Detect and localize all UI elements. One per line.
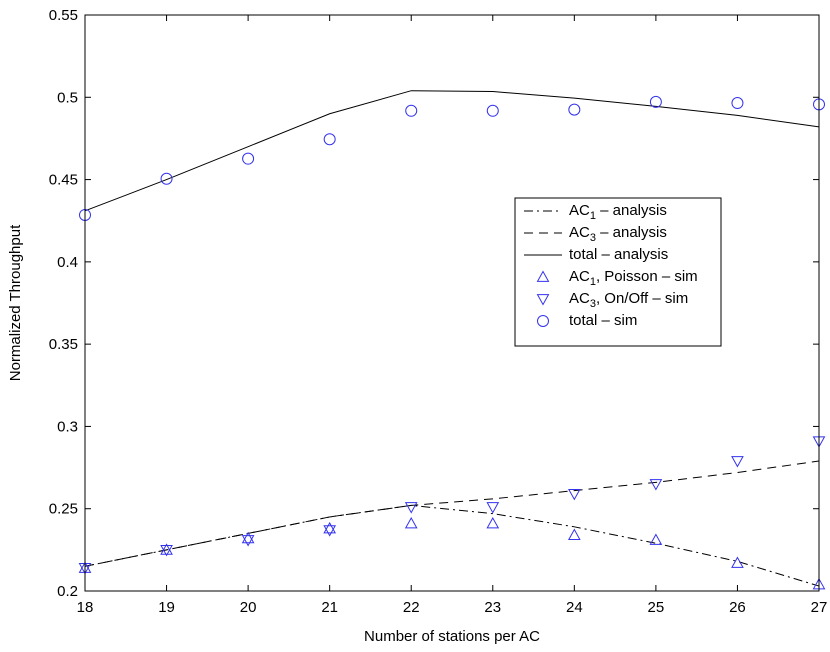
legend-label-main: total – analysis	[569, 246, 668, 263]
series-line	[84, 460, 820, 567]
data-point	[649, 533, 663, 545]
x-tick-label: 23	[484, 599, 501, 616]
data-point	[404, 502, 418, 514]
data-point	[241, 535, 255, 547]
y-tick-label: 0.25	[49, 501, 78, 518]
y-tick-label: 0.3	[57, 418, 78, 435]
x-tick-label: 20	[240, 599, 257, 616]
series-line	[84, 90, 820, 212]
series-2	[84, 90, 820, 212]
legend-label-subscript: 3	[590, 232, 596, 244]
data-point	[731, 556, 744, 568]
legend-label: AC1 – analysis	[569, 202, 667, 222]
x-axis-label: Number of stations per AC	[364, 628, 540, 645]
legend-label-rest: , Poisson – sim	[596, 268, 698, 285]
data-point	[241, 531, 255, 544]
y-tick-label: 0.5	[57, 89, 78, 106]
legend-marker-swatch	[537, 315, 549, 327]
legend-label: total – analysis	[569, 246, 668, 263]
x-tick-label: 19	[158, 599, 175, 616]
legend-label-subscript: 1	[590, 276, 596, 288]
legend-entry: total – analysis	[524, 246, 668, 263]
data-point	[649, 95, 662, 108]
y-tick-label: 0.4	[57, 254, 78, 271]
data-point	[160, 543, 173, 555]
legend-marker-swatch	[536, 294, 550, 306]
x-tick-label: 21	[321, 599, 338, 616]
legend-label-rest: – analysis	[596, 202, 667, 219]
axis-ticks: 18 19 20 21 22 23 24 25 26 27 0.2 0.25 0.3 0.35 0.4 0.4…	[49, 7, 828, 616]
plot-area-frame	[84, 14, 820, 592]
data-point	[405, 104, 418, 117]
legend-label-main: AC	[569, 202, 590, 219]
data-point	[323, 525, 337, 537]
data-point	[160, 172, 173, 185]
y-axis-label: Normalized Throughput	[7, 224, 24, 381]
data-point	[486, 502, 500, 514]
data-point	[568, 103, 581, 116]
x-tick-label: 26	[729, 599, 746, 616]
legend-entry: AC1, Poisson – sim	[536, 268, 698, 288]
data-point	[486, 104, 499, 117]
legend-label-subscript: 3	[590, 298, 596, 310]
y-tick-label: 0.55	[49, 7, 78, 24]
data-point	[323, 521, 337, 534]
legend-box	[514, 197, 722, 347]
data-point	[731, 97, 744, 110]
legend-entry: total – sim	[537, 312, 637, 329]
legend-label-rest: – analysis	[596, 224, 667, 241]
x-tick-label: 18	[77, 599, 94, 616]
legend-label: total – sim	[569, 312, 637, 329]
series-line	[84, 504, 820, 587]
x-tick-label: 25	[648, 599, 665, 616]
y-tick-label: 0.35	[49, 336, 78, 353]
data-point	[323, 133, 336, 146]
legend-entry: AC3, On/Off – sim	[536, 290, 688, 310]
x-tick-label: 22	[403, 599, 420, 616]
series-3	[78, 516, 826, 590]
data-point	[567, 528, 581, 540]
data-point	[486, 516, 500, 529]
series-0	[84, 504, 820, 587]
legend-label-main: total – sim	[569, 312, 637, 329]
legend-entry: AC3 – analysis	[524, 224, 667, 244]
x-tick-label: 27	[811, 599, 828, 616]
legend-label-rest: , On/Off – sim	[596, 290, 688, 307]
legend-label-main: AC	[569, 290, 590, 307]
series-4	[78, 436, 826, 575]
data-point	[649, 479, 663, 491]
y-tick-label: 0.2	[57, 583, 78, 600]
series-1	[84, 460, 820, 567]
data-point	[242, 152, 255, 165]
data-point	[404, 516, 418, 529]
legend-label: AC3, On/Off – sim	[569, 290, 688, 310]
legend-label: AC1, Poisson – sim	[569, 268, 698, 288]
legend-entry: AC1 – analysis	[524, 202, 667, 222]
legend-label-main: AC	[569, 268, 590, 285]
y-tick-label: 0.45	[49, 172, 78, 189]
data-point	[160, 544, 173, 557]
x-tick-label: 24	[566, 599, 583, 616]
legend-marker-swatch	[536, 270, 550, 282]
data-point	[567, 489, 581, 501]
data-point	[731, 456, 744, 468]
legend-label: AC3 – analysis	[569, 224, 667, 244]
legend-label-main: AC	[569, 224, 590, 241]
legend-label-subscript: 1	[590, 210, 596, 222]
